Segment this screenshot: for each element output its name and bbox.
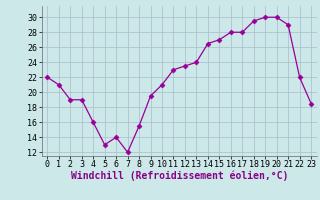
X-axis label: Windchill (Refroidissement éolien,°C): Windchill (Refroidissement éolien,°C)	[70, 171, 288, 181]
